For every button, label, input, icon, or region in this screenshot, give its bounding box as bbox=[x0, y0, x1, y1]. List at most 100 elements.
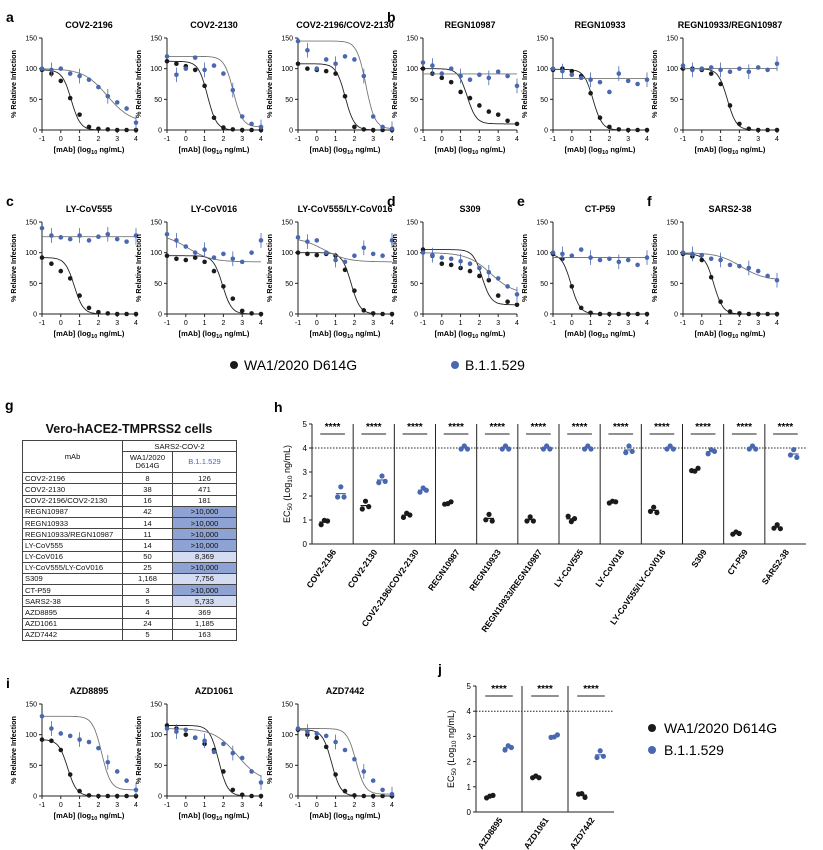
x-tick-label: 0 bbox=[440, 320, 444, 327]
x-tick-label: -1 bbox=[550, 136, 556, 143]
x-tick-label: 3 bbox=[240, 802, 244, 809]
category-label: CT-P59 bbox=[725, 547, 750, 577]
data-point bbox=[625, 257, 631, 263]
data-point bbox=[318, 522, 324, 528]
y-tick-label: 50 bbox=[410, 281, 418, 288]
y-tick-label: 0 bbox=[303, 540, 308, 549]
table-cell-omicron: >10,000 bbox=[171, 561, 238, 574]
data-point bbox=[508, 744, 514, 751]
y-tick-label: 5 bbox=[467, 682, 472, 691]
data-point bbox=[448, 499, 454, 505]
data-point bbox=[582, 794, 588, 800]
category-label: LY-CoV555 bbox=[552, 547, 585, 589]
data-point bbox=[588, 310, 593, 316]
data-point bbox=[58, 235, 64, 240]
y-tick-label: 2 bbox=[467, 758, 472, 767]
data-point bbox=[202, 67, 207, 73]
table-cell-wa1: 1,168 bbox=[122, 572, 173, 586]
chart-title: S309 bbox=[459, 204, 480, 214]
data-point bbox=[490, 792, 496, 798]
x-tick-label: 0 bbox=[59, 802, 63, 809]
data-point bbox=[39, 713, 45, 719]
data-point bbox=[174, 61, 179, 67]
significance-label: **** bbox=[366, 422, 382, 433]
x-tick-label: 2 bbox=[96, 136, 100, 143]
table-cell-mab: COV2-2130 bbox=[22, 483, 123, 496]
data-point bbox=[370, 127, 376, 133]
y-tick-label: 150 bbox=[25, 36, 37, 43]
x-tick-label: 1 bbox=[203, 802, 207, 809]
data-point bbox=[495, 69, 501, 75]
x-tick-label: 4 bbox=[390, 136, 394, 143]
table-cell-omicron: >10,000 bbox=[171, 528, 238, 541]
data-point bbox=[629, 448, 635, 454]
x-tick-label: -1 bbox=[680, 136, 686, 143]
data-point bbox=[708, 274, 714, 280]
y-tick-label: 150 bbox=[406, 36, 418, 43]
y-tick-label: 50 bbox=[29, 281, 37, 288]
x-tick-label: -1 bbox=[550, 320, 556, 327]
x-tick-label: 0 bbox=[700, 320, 704, 327]
data-point bbox=[794, 454, 800, 460]
x-axis-label: [mAb] (log10 ng/mL) bbox=[565, 329, 636, 340]
y-tick-label: 4 bbox=[467, 707, 472, 716]
data-point bbox=[295, 61, 301, 67]
data-point bbox=[314, 731, 320, 736]
data-point bbox=[791, 447, 797, 453]
x-tick-label: 3 bbox=[115, 802, 119, 809]
x-tick-label: 1 bbox=[589, 136, 593, 143]
data-point bbox=[458, 258, 463, 264]
fit-curve bbox=[42, 68, 137, 119]
table-col-omicron: B.1.1.529 bbox=[171, 451, 238, 474]
data-point bbox=[230, 787, 236, 793]
data-point bbox=[514, 292, 520, 297]
data-point bbox=[211, 115, 217, 121]
table-cell-omicron: 181 bbox=[171, 494, 238, 507]
fit-curve bbox=[167, 55, 262, 128]
fit-curve bbox=[42, 257, 136, 315]
table-cell-mab: LY-CoV555 bbox=[22, 539, 123, 552]
data-point bbox=[569, 72, 575, 78]
x-tick-label: 3 bbox=[756, 136, 760, 143]
data-point bbox=[458, 89, 463, 95]
y-tick-label: 0 bbox=[674, 312, 678, 319]
data-point bbox=[67, 71, 73, 76]
x-tick-label: 1 bbox=[203, 136, 207, 143]
table-cell-omicron: 369 bbox=[171, 606, 238, 619]
category-label: SARS2-38 bbox=[760, 547, 792, 586]
panel-letter: b bbox=[387, 9, 396, 25]
x-tick-label: 2 bbox=[737, 320, 741, 327]
table-cell-omicron: 471 bbox=[171, 483, 238, 496]
data-point bbox=[644, 255, 650, 260]
data-point bbox=[407, 512, 413, 518]
data-point bbox=[588, 90, 593, 96]
data-point bbox=[774, 277, 780, 283]
y-axis-label: % Relative Infection bbox=[265, 234, 274, 302]
data-point bbox=[654, 510, 660, 516]
y-tick-label: 150 bbox=[281, 220, 293, 227]
x-tick-label: 4 bbox=[259, 320, 263, 327]
data-point bbox=[77, 293, 82, 298]
data-point bbox=[361, 73, 367, 79]
data-point bbox=[690, 67, 695, 73]
y-axis-label: % Relative Infection bbox=[265, 716, 274, 784]
y-tick-label: 50 bbox=[285, 763, 293, 770]
data-point bbox=[164, 253, 170, 259]
data-point bbox=[554, 732, 560, 738]
x-tick-label: 1 bbox=[334, 136, 338, 143]
data-point bbox=[49, 738, 54, 744]
y-tick-label: 100 bbox=[150, 66, 162, 73]
fit-curve bbox=[423, 68, 517, 125]
y-tick-label: 50 bbox=[670, 281, 678, 288]
table-cell-mab: S309 bbox=[22, 572, 123, 586]
table-cell-wa1: 50 bbox=[122, 550, 173, 563]
data-point bbox=[114, 769, 120, 774]
data-point bbox=[221, 741, 226, 747]
table-row: AZD1061 24 1,185 bbox=[22, 617, 238, 630]
data-point bbox=[164, 54, 170, 59]
y-tick-label: 150 bbox=[536, 36, 548, 43]
